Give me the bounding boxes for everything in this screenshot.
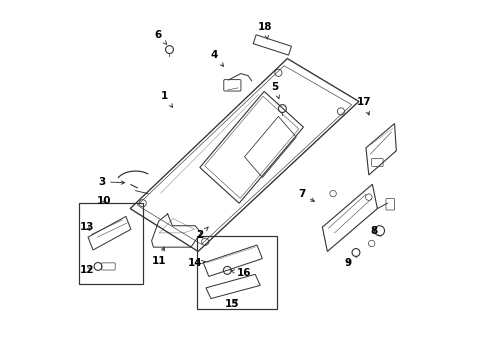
- Text: 15: 15: [224, 299, 239, 309]
- Text: 14: 14: [187, 258, 205, 268]
- Text: 12: 12: [79, 265, 94, 275]
- Text: 8: 8: [369, 226, 377, 236]
- Text: 10: 10: [97, 196, 111, 206]
- Text: 3: 3: [98, 177, 124, 187]
- Text: 1: 1: [160, 91, 172, 107]
- Text: 18: 18: [258, 22, 272, 39]
- Text: 7: 7: [297, 189, 314, 201]
- Text: 4: 4: [210, 50, 223, 66]
- Text: 13: 13: [79, 222, 94, 232]
- Text: 2: 2: [196, 227, 208, 240]
- Text: 17: 17: [356, 97, 371, 115]
- Text: 5: 5: [271, 82, 279, 99]
- Text: 11: 11: [152, 247, 166, 266]
- Text: 6: 6: [154, 30, 166, 44]
- Text: 9: 9: [344, 258, 351, 268]
- Text: 16: 16: [230, 268, 250, 278]
